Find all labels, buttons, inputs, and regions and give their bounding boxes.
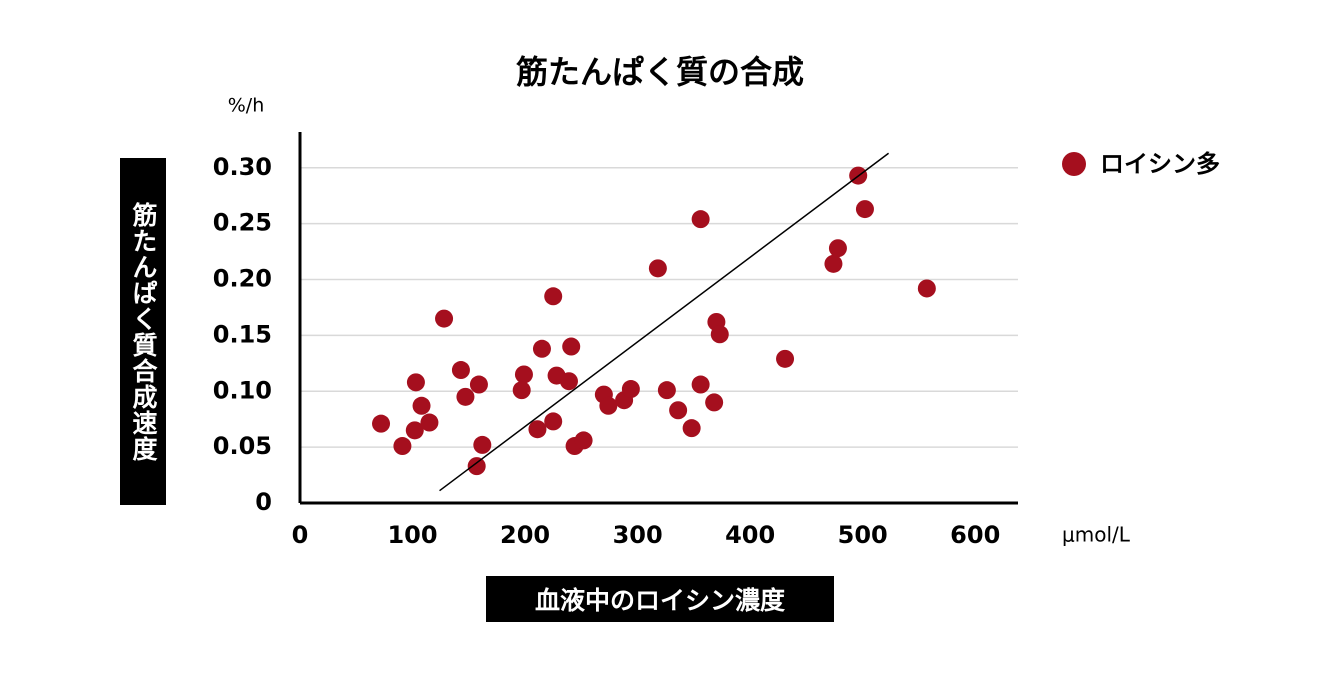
scatter-point <box>710 325 729 344</box>
scatter-point <box>574 431 593 450</box>
scatter-point <box>532 339 551 358</box>
scatter-point <box>776 349 795 368</box>
scatter-point <box>824 254 843 273</box>
scatter-point <box>828 239 847 258</box>
x-tick-label: 300 <box>613 521 663 549</box>
scatter-point <box>562 337 581 356</box>
x-tick-label: 500 <box>838 521 888 549</box>
y-tick-label: 0 <box>255 488 272 516</box>
scatter-point <box>559 372 578 391</box>
scatter-point <box>393 437 412 456</box>
scatter-point <box>514 365 533 384</box>
x-unit: μmol/L <box>1062 523 1131 547</box>
legend-label: ロイシン多 <box>1100 150 1220 178</box>
scatter-point <box>405 421 424 440</box>
y-tick-label: 0.20 <box>213 265 272 293</box>
scatter-point <box>467 457 486 476</box>
y-axis-label: 筋たんぱく質合成速度 <box>120 158 166 505</box>
scatter-point <box>406 373 425 392</box>
x-axis-label: 血液中のロイシン濃度 <box>486 576 834 622</box>
scatter-point <box>682 419 701 438</box>
x-tick-label: 100 <box>387 521 437 549</box>
scatter-point <box>544 287 563 306</box>
y-tick-label: 0.30 <box>213 153 272 181</box>
scatter-point <box>473 435 492 454</box>
scatter-point <box>412 396 431 415</box>
scatter-point <box>691 375 710 394</box>
scatter-point <box>435 309 454 328</box>
scatter-point <box>469 375 488 394</box>
x-tick-label: 0 <box>292 521 309 549</box>
y-unit: %/h <box>228 95 265 117</box>
chart-title: 筋たんぱく質の合成 <box>516 53 804 91</box>
y-tick-label: 0.25 <box>213 209 272 237</box>
scatter-point <box>372 414 391 433</box>
scatter-point <box>917 279 936 298</box>
scatter-point <box>669 401 688 420</box>
scatter-point <box>512 381 531 400</box>
scatter-point <box>855 200 874 219</box>
x-tick-label: 200 <box>500 521 550 549</box>
scatter-point <box>691 210 710 229</box>
y-tick-label: 0.05 <box>213 432 272 460</box>
x-tick-label: 600 <box>950 521 1000 549</box>
y-tick-label: 0.10 <box>213 376 272 404</box>
scatter-point <box>528 420 547 439</box>
trend-line <box>439 152 890 492</box>
x-tick-label: 400 <box>725 521 775 549</box>
scatter-point <box>648 259 667 278</box>
y-tick-label: 0.15 <box>213 320 272 348</box>
scatter-point <box>621 380 640 399</box>
scatter-point <box>599 396 618 415</box>
scatter-point <box>705 393 724 412</box>
scatter-point <box>420 413 439 432</box>
legend-marker <box>1062 152 1086 176</box>
scatter-point <box>451 361 470 380</box>
scatter-point <box>456 387 475 406</box>
scatter-point <box>544 412 563 431</box>
scatter-point <box>657 381 676 400</box>
